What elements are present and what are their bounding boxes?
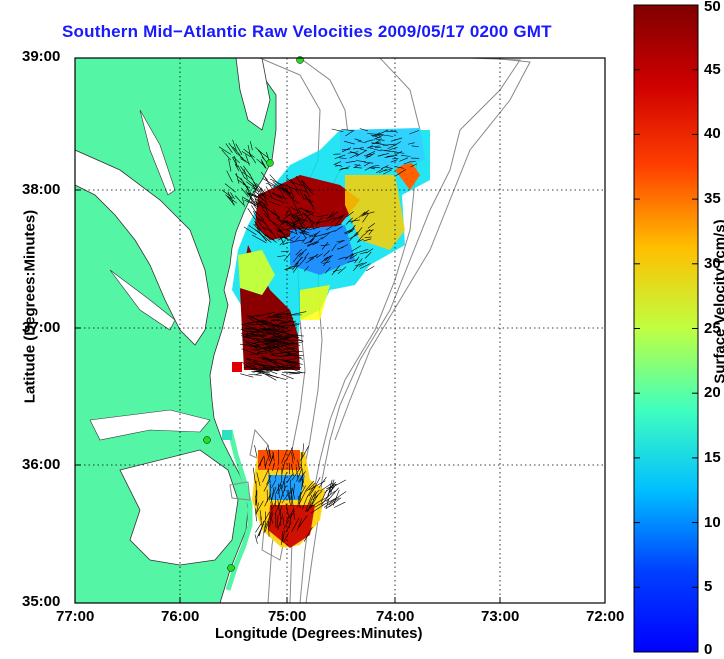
colorbar-tick-label: 10 (704, 513, 721, 531)
y-tick-label: 36:00 (22, 456, 61, 473)
station-marker (266, 159, 274, 167)
x-tick-label: 74:00 (376, 608, 415, 625)
station-marker (203, 436, 211, 444)
map-title: Southern Mid−Atlantic Raw Velocities 200… (62, 22, 552, 41)
hf-radar-stations (203, 56, 304, 572)
x-axis-label: Longitude (Degrees:Minutes) (215, 625, 423, 642)
colorbar-tick-label: 45 (704, 60, 721, 78)
y-axis-label: Latitude (Degrees:Minutes) (21, 209, 39, 404)
colorbar-label: Surface Velocity (cm/s) (711, 219, 724, 384)
colorbar (633, 4, 699, 653)
x-tick-label: 73:00 (481, 608, 520, 625)
x-tick-label: 77:00 (56, 608, 95, 625)
colorbar-tick-label: 20 (704, 384, 721, 402)
y-tick-label: 35:00 (22, 593, 61, 610)
y-tick-label: 37:00 (22, 319, 61, 336)
colorbar-tick-label: 5 (704, 578, 713, 596)
x-tick-label: 76:00 (161, 608, 200, 625)
colorbar-tick-label: 50 (704, 0, 721, 15)
station-marker (227, 564, 235, 572)
colorbar-tick-label: 25 (704, 319, 721, 337)
colorbar-tick-label: 15 (704, 448, 721, 466)
y-tick-label: 39:00 (22, 48, 61, 65)
velocity-vectors (218, 128, 420, 545)
colorbar-tick-label: 35 (704, 190, 721, 208)
velocity-field (222, 128, 430, 440)
colorbar-tick-label: 0 (704, 641, 713, 658)
axes-frame (74, 57, 606, 604)
grid-lines (75, 58, 605, 603)
land (75, 58, 277, 603)
colorbar-tick-label: 40 (704, 125, 721, 143)
x-tick-label: 72:00 (586, 608, 625, 625)
y-tick-label: 38:00 (22, 181, 61, 198)
x-tick-label: 75:00 (268, 608, 307, 625)
colorbar-tick-label: 30 (704, 254, 721, 272)
